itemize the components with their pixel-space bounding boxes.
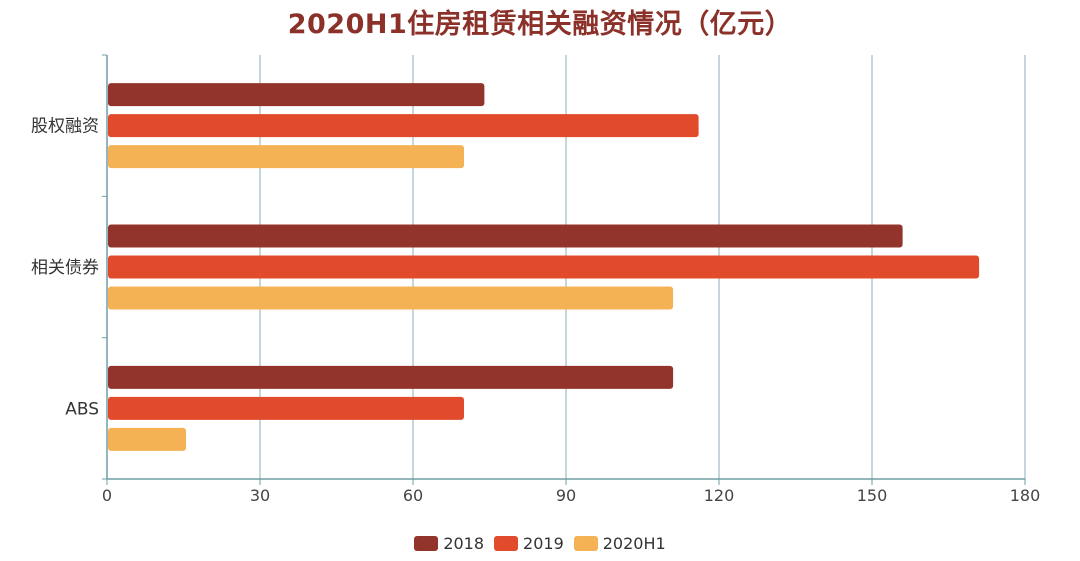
bar-2019-2 [108,396,464,420]
legend-label: 2018 [443,534,485,553]
bar-2019-1 [108,255,980,279]
legend-swatch [573,536,598,551]
bar-2020H1-0 [108,145,464,169]
bar-2018-2 [108,365,674,389]
legend-label: 2019 [523,534,564,553]
legend: 2018 2019 2020H1 [0,534,1080,553]
legend-item[interactable]: 2019 [494,534,564,553]
legend-item[interactable]: 2020H1 [573,534,666,553]
x-tick-label: 30 [250,486,270,505]
legend-item[interactable]: 2018 [414,534,484,553]
x-tick-label: 0 [102,486,112,505]
chart-title: 2020H1住房租赁相关融资情况（亿元） [287,9,793,40]
x-tick-label: 150 [857,486,888,505]
bar-2020H1-2 [108,427,187,451]
x-tick-label: 180 [1010,486,1041,505]
bar-2018-0 [108,83,485,107]
bar-2019-0 [108,114,699,138]
x-tick-label: 90 [556,486,576,505]
legend-label: 2020H1 [602,534,666,553]
bar-2020H1-1 [108,286,674,310]
legend-swatch [414,536,439,551]
category-label: ABS [65,399,99,419]
x-tick-label: 120 [704,486,735,505]
category-label: 相关债券 [31,258,99,278]
bar-2018-1 [108,224,903,248]
x-tick-label: 60 [403,486,423,505]
legend-swatch [494,536,519,551]
category-label: 股权融资 [31,117,99,137]
